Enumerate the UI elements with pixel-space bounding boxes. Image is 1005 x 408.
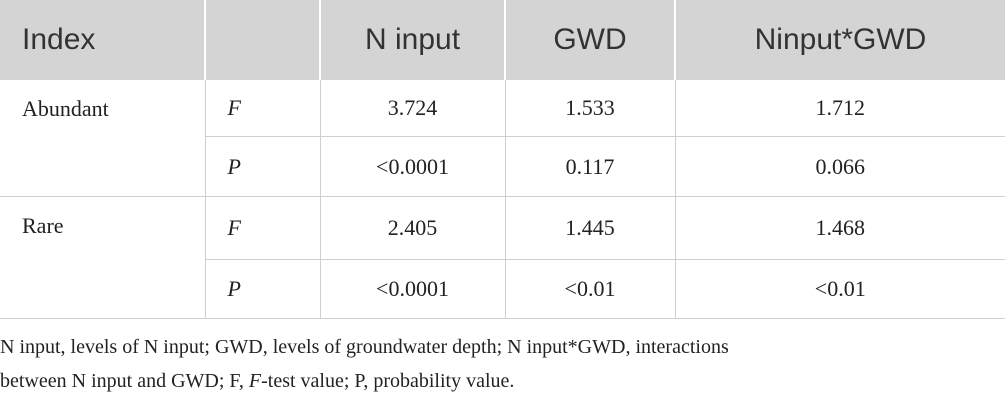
stat-cell: P bbox=[204, 259, 320, 319]
cell: 1.445 bbox=[504, 196, 675, 260]
footnote-text: between N input and GWD; F, bbox=[0, 370, 249, 392]
row: Rare F 2.405 1.445 1.468 bbox=[0, 196, 1005, 319]
cell: <0.01 bbox=[504, 259, 675, 319]
header-cell: GWD bbox=[504, 0, 675, 80]
footnote-italic: F bbox=[248, 370, 262, 392]
header-cell bbox=[204, 0, 320, 80]
footnote: N input, levels of N input; GWD, levels … bbox=[0, 330, 729, 398]
cell: 3.724 bbox=[319, 80, 505, 137]
group-cell: Rare bbox=[0, 196, 205, 319]
header-cell: Index bbox=[0, 0, 205, 80]
cell: <0.01 bbox=[674, 259, 1005, 319]
stat-cell: F bbox=[204, 80, 320, 137]
footnote-line: N input, levels of N input; GWD, levels … bbox=[0, 336, 729, 358]
header-cell: Ninput*GWD bbox=[674, 0, 1005, 80]
cell: 1.468 bbox=[674, 196, 1005, 260]
stat-cell: F bbox=[204, 196, 320, 260]
header-cell: N input bbox=[319, 0, 505, 80]
row: P <0.0001 0.117 0.066 bbox=[0, 136, 1005, 197]
footnote-text: -test value; P, probability value. bbox=[261, 370, 515, 392]
cell: <0.0001 bbox=[319, 259, 505, 319]
cell: 1.712 bbox=[674, 80, 1005, 137]
stat-cell: P bbox=[204, 136, 320, 197]
table: Index N input GWD Ninput*GWD Abundant F … bbox=[0, 0, 1005, 319]
cell: 1.533 bbox=[504, 80, 675, 137]
row: P <0.0001 <0.01 <0.01 bbox=[0, 259, 1005, 319]
footnote-line: between N input and GWD; F, F-test value… bbox=[0, 364, 729, 398]
cell: <0.0001 bbox=[319, 136, 505, 197]
cell: 2.405 bbox=[319, 196, 505, 260]
row: Abundant F 3.724 1.533 1.712 bbox=[0, 80, 1005, 137]
cell: 0.066 bbox=[674, 136, 1005, 197]
cell: 0.117 bbox=[504, 136, 675, 197]
header-row: Index N input GWD Ninput*GWD bbox=[0, 0, 1005, 80]
group-cell: Abundant bbox=[22, 96, 109, 121]
